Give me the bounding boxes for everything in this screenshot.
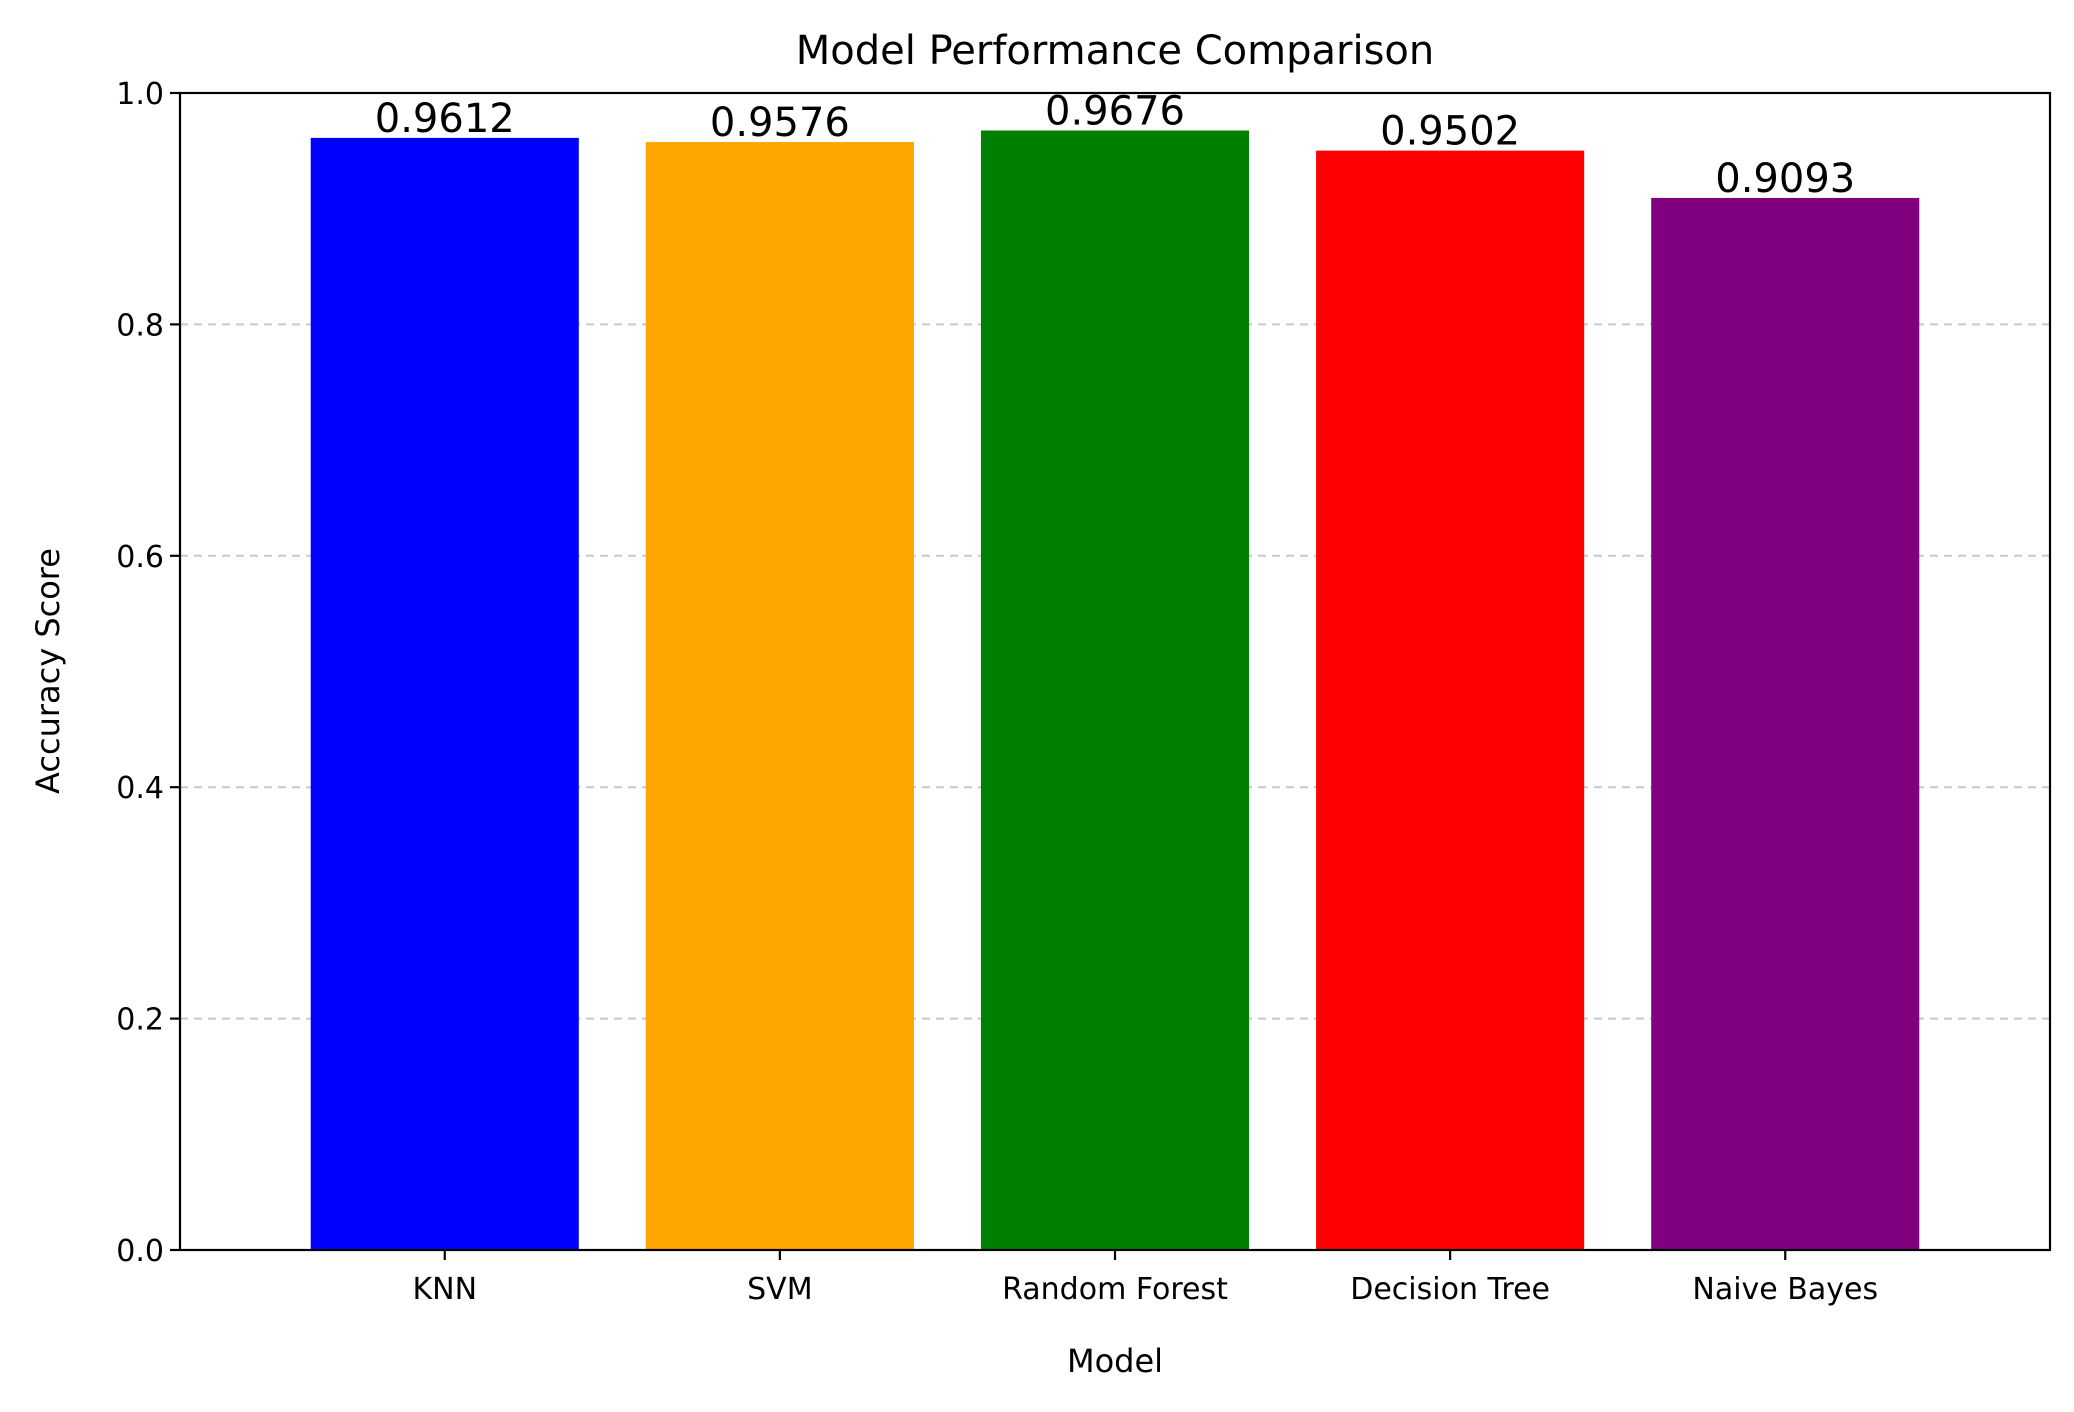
chart-title: Model Performance Comparison xyxy=(796,28,1435,74)
x-tick-label: Random Forest xyxy=(1002,1272,1228,1307)
bar-value-label: 0.9612 xyxy=(375,96,515,142)
bar xyxy=(1651,197,1920,1250)
x-axis-label: Model xyxy=(1067,1342,1163,1380)
x-tick-label: SVM xyxy=(747,1272,812,1307)
y-tick-label: 0.0 xyxy=(116,1234,164,1269)
y-axis-label: Accuracy Score xyxy=(29,548,67,794)
bar-value-label: 0.9502 xyxy=(1380,109,1520,155)
bar-value-label: 0.9576 xyxy=(710,100,850,146)
bar xyxy=(980,130,1250,1250)
x-tick-label: Decision Tree xyxy=(1350,1272,1550,1307)
y-tick-label: 0.8 xyxy=(116,308,164,343)
bar-value-label: 0.9676 xyxy=(1045,88,1185,134)
bar xyxy=(1316,150,1585,1250)
bar-value-label: 0.9093 xyxy=(1715,156,1855,202)
y-tick-label: 1.0 xyxy=(116,77,164,112)
bars xyxy=(310,130,1920,1251)
y-tick-label: 0.2 xyxy=(116,1003,164,1038)
y-tick-label: 0.6 xyxy=(116,540,164,575)
ticks: 0.0 0.2 0.4 0.6 0.8 1.0 KNN SVM Random Forest Dec… xyxy=(116,77,1878,1307)
x-tick-label: KNN xyxy=(412,1272,477,1307)
y-tick-label: 0.4 xyxy=(116,771,164,806)
bar xyxy=(310,137,579,1250)
data-labels: 0.9612 0.9576 0.9676 0.9502 0.9093 xyxy=(375,88,1855,201)
x-tick-label: Naive Bayes xyxy=(1692,1272,1878,1307)
bar xyxy=(645,142,914,1251)
